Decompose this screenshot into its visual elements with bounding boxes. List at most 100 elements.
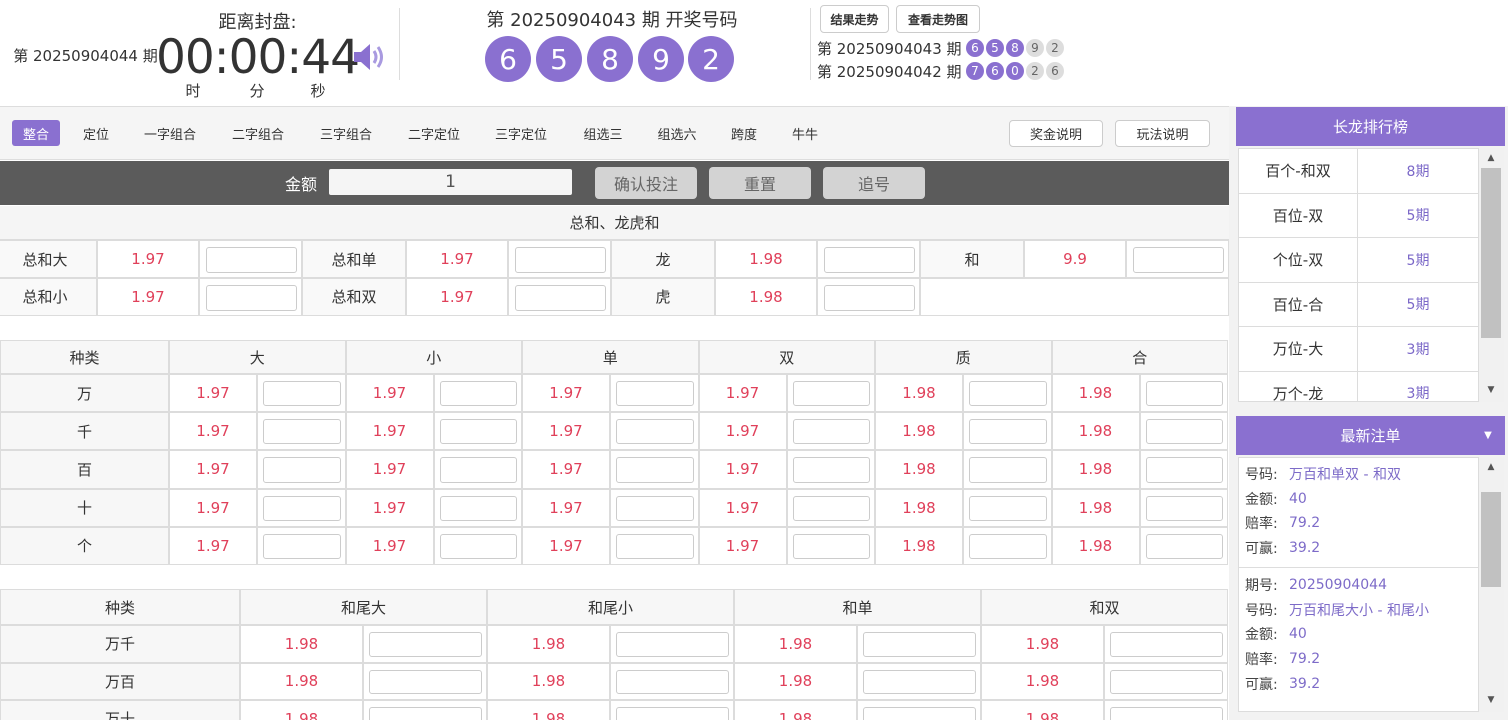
odds: 1.98 [1051,488,1140,527]
bet-input[interactable] [439,495,517,521]
bet-input[interactable] [616,669,729,694]
odds: 1.98 [734,700,857,720]
bet-input[interactable] [616,457,694,483]
bet-input[interactable] [1110,707,1223,720]
input-cell [257,412,346,451]
bet-button[interactable]: 重置 [709,167,811,199]
tab[interactable]: 三字定位 [494,127,547,143]
help-button[interactable]: 玩法说明 [1115,120,1210,147]
bet-input[interactable] [1145,419,1223,445]
bet-input[interactable] [616,632,729,657]
bet-input[interactable] [263,495,341,521]
tab[interactable]: 牛牛 [791,127,818,143]
countdown-unit: 分 [249,81,265,100]
bet-input[interactable] [1110,669,1223,694]
bet-input[interactable] [439,419,517,445]
bet-input[interactable] [616,419,694,445]
bet-input[interactable] [439,533,517,559]
bet-input[interactable] [969,495,1047,521]
bet-input[interactable] [616,707,729,720]
bet-input[interactable] [863,669,976,694]
bet-input[interactable] [863,707,976,720]
bet-input[interactable] [1145,457,1223,483]
bet-input[interactable] [515,284,606,311]
entry-label: 号码: [1245,602,1278,619]
trend-button[interactable]: 结果走势 [820,5,889,33]
input-cell [363,625,487,663]
bet-input[interactable] [439,381,517,407]
table-header: 种类 [0,589,240,625]
bet-input[interactable] [616,533,694,559]
dropdown-icon[interactable]: ▼ [1484,429,1492,441]
bet-input[interactable] [969,457,1047,483]
bet-button[interactable]: 追号 [823,167,925,199]
input-cell [1104,625,1228,663]
input-cell [963,488,1052,527]
dragon-name: 百位-合 [1239,282,1358,327]
bet-input[interactable] [263,457,341,483]
bet-input[interactable] [863,632,976,657]
bet-input[interactable] [792,381,870,407]
bet-input[interactable] [792,533,870,559]
bet-input[interactable] [792,495,870,521]
odds: 1.98 [875,450,963,489]
history-ball: 7 [966,62,984,80]
odds: 1.98 [1051,412,1140,451]
bet-input[interactable] [206,247,297,273]
tab[interactable]: 组选六 [657,127,697,143]
entry-value: 79.2 [1289,515,1321,532]
tab[interactable]: 跨度 [730,127,757,143]
tab[interactable]: 三字组合 [319,127,372,143]
bet-input[interactable] [969,381,1047,407]
draw-ball: 9 [638,36,684,82]
bet-input[interactable] [792,419,870,445]
bet-input[interactable] [206,284,297,311]
trend-button[interactable]: 查看走势图 [896,5,980,33]
input-cell [1104,662,1228,700]
bet-input[interactable] [824,247,915,273]
input-cell [1139,526,1228,565]
bet-input[interactable] [369,707,482,720]
bet-input[interactable] [969,533,1047,559]
input-cell [1139,412,1228,451]
bet-input[interactable] [616,495,694,521]
bet-input[interactable] [263,381,341,407]
bet-input[interactable] [369,669,482,694]
input-cell [963,412,1052,451]
separator [810,8,811,80]
odds: 1.98 [875,526,963,565]
bet-input[interactable] [1110,632,1223,657]
input-cell [508,277,611,316]
odds: 1.97 [698,450,787,489]
tab[interactable]: 一字组合 [143,127,196,143]
odds: 1.98 [1051,526,1140,565]
bet-button[interactable]: 确认投注 [595,167,697,199]
bet-input[interactable] [792,457,870,483]
bet-input[interactable] [263,419,341,445]
bet-input[interactable] [515,247,606,273]
tab[interactable]: 定位 [82,127,109,143]
bet-input[interactable] [1133,247,1224,273]
input-cell [1139,374,1228,413]
odds: 1.97 [406,240,508,278]
tab[interactable]: 二字定位 [407,127,460,143]
input-cell [1139,488,1228,527]
bet-input[interactable] [439,457,517,483]
table-header: 小 [345,340,522,374]
bet-input[interactable] [824,284,915,311]
amount-input[interactable]: 1 [329,169,572,195]
input-cell [610,488,699,527]
bet-input[interactable] [1145,495,1223,521]
odds: 1.97 [97,240,199,278]
bet-input[interactable] [616,381,694,407]
section-title: 总和、龙虎和 [0,206,1229,240]
bet-input[interactable] [1145,533,1223,559]
bet-input[interactable] [1145,381,1223,407]
help-button[interactable]: 奖金说明 [1009,120,1103,147]
bet-input[interactable] [969,419,1047,445]
tab[interactable]: 组选三 [583,127,623,143]
tab[interactable]: 整合 [12,120,60,146]
tab[interactable]: 二字组合 [231,127,284,143]
bet-input[interactable] [369,632,482,657]
bet-input[interactable] [263,533,341,559]
